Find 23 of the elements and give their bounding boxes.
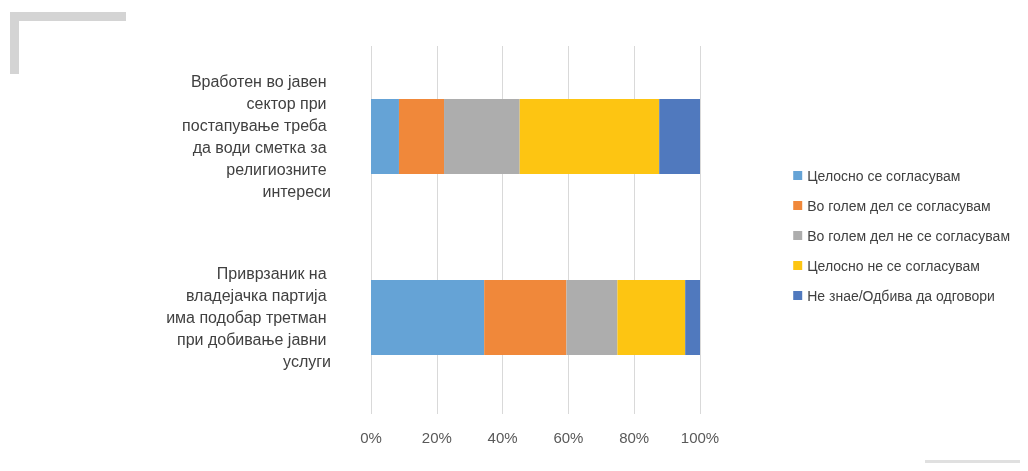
x-tick-label: 20% bbox=[421, 429, 452, 446]
y-tick-label: Вработен во јавен сектор при постапување треба да води сметка за религиозните интереси bbox=[182, 73, 331, 200]
bar bbox=[685, 280, 700, 355]
x-tick-label: 100% bbox=[680, 429, 720, 446]
bar bbox=[444, 99, 520, 174]
bar bbox=[519, 99, 660, 174]
bar bbox=[398, 99, 445, 174]
legend-label: Во голем дел се согласувам bbox=[807, 197, 991, 214]
legend-label: Целосно се согласувам bbox=[807, 167, 961, 184]
legend-label: Целосно не се согласувам bbox=[807, 257, 980, 274]
bar bbox=[659, 99, 700, 174]
bar bbox=[484, 280, 567, 355]
x-tick-label: 0% bbox=[360, 429, 382, 446]
x-tick-label: 80% bbox=[619, 429, 650, 446]
legend-label: Не знае/Одбива да одговори bbox=[807, 287, 995, 304]
bar bbox=[566, 280, 618, 355]
bar bbox=[371, 99, 399, 174]
bar bbox=[371, 280, 485, 355]
x-tick-label: 60% bbox=[553, 429, 584, 446]
legend-label: Во голем дел не се согласувам bbox=[807, 227, 1010, 244]
y-tick-label: Приврзаник на владејачка партија има подобар третман при добивање јавни услуги bbox=[166, 265, 331, 370]
x-tick-label: 40% bbox=[487, 429, 518, 446]
bar bbox=[617, 280, 686, 355]
